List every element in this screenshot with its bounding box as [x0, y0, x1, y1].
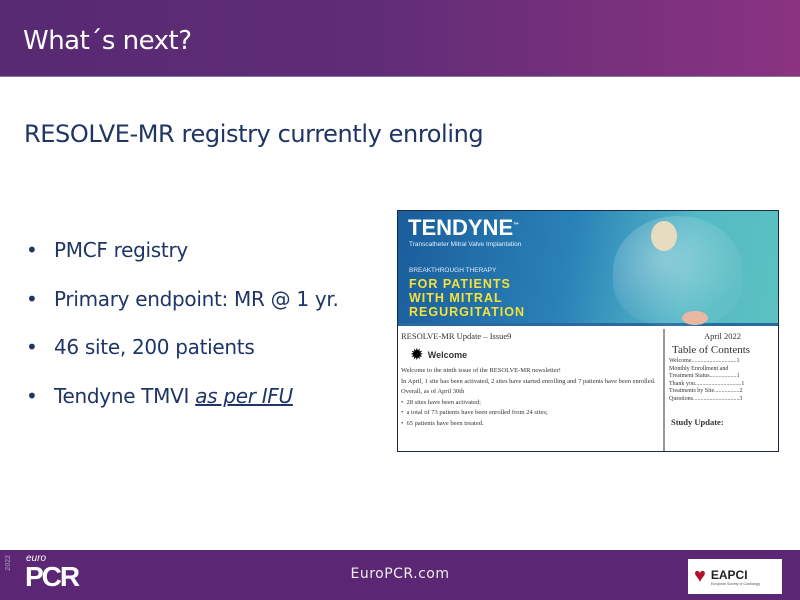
valve-illustration: [682, 311, 708, 325]
toc-item: Welcome..............................1: [669, 358, 740, 364]
slide-subtitle: RESOLVE-MR registry currently enroling: [24, 120, 484, 148]
slide-title: What´s next?: [23, 26, 192, 56]
valve-illustration: [613, 216, 743, 326]
slide-footer: 2022 euro PCR EuroPCR.com ♥ EAPCI Europea…: [0, 550, 800, 600]
list-item: • a total of 73 patients have been enrol…: [401, 409, 548, 416]
toc-title: Table of Contents: [672, 344, 751, 356]
website-link[interactable]: EuroPCR.com: [350, 566, 450, 582]
brand-subtitle: Transcatheter Mitral Valve Implantation: [409, 241, 522, 248]
eapci-logo: ♥ EAPCI European Society of Cardiology: [688, 559, 782, 594]
paragraph: Welcome to the ninth issue of the RESOLV…: [401, 367, 561, 374]
bullet-text: PMCF registry: [54, 238, 188, 262]
welcome-heading: ✹ Welcome: [411, 346, 468, 362]
newsletter-body: RESOLVE-MR Update – Issue9 ✹ Welcome Welc…: [398, 329, 662, 451]
bullet-item: • PMCF registry: [26, 238, 339, 287]
paragraph: Overall, as of April 30th: [401, 388, 465, 395]
bullet-item: • Tendyne TMVI as per IFU: [26, 384, 339, 433]
paragraph: In April, 1 site has been activated, 2 s…: [401, 377, 656, 385]
bullet-list: • PMCF registry • Primary endpoint: MR @ 1…: [26, 238, 339, 432]
list-item: • 28 sites have been activated;: [401, 398, 481, 406]
newsletter-banner: TENDYNE™ Transcatheter Mitral Valve Impl…: [398, 211, 778, 326]
list-item: • 65 patients have been treated.: [401, 419, 484, 427]
ifu-link[interactable]: as per IFU: [195, 383, 293, 408]
newsletter-sidebar: April 2022 Table of Contents Welcome....…: [663, 329, 778, 451]
toc-item: Treatments by Site.................2: [669, 388, 743, 394]
banner-tag: BREAKTHROUGH THERAPY: [409, 267, 497, 274]
banner-headline: FOR PATIENTS WITH MITRAL REGURGITATION: [409, 277, 526, 319]
toc-item: Monthly Enrollment and: [669, 365, 729, 372]
issue-date: April 2022: [703, 331, 742, 341]
europcr-logo: PCR: [25, 561, 80, 592]
issue-title: RESOLVE-MR Update – Issue9: [401, 331, 512, 341]
bullet-text: Primary endpoint: MR @ 1 yr.: [54, 286, 339, 311]
toc-item: Treatment Status..................1: [669, 373, 740, 379]
newsletter-image: TENDYNE™ Transcatheter Mitral Valve Impl…: [397, 210, 779, 452]
heart-icon: ♥: [694, 565, 706, 587]
toc-item: Questions...............................…: [669, 395, 743, 402]
valve-illustration: [651, 221, 677, 251]
sun-icon: ✹: [411, 346, 423, 362]
bullet-item: • 46 site, 200 patients: [26, 335, 339, 384]
toc-item: Thank you...............................…: [669, 380, 745, 387]
bullet-text: 46 site, 200 patients: [54, 335, 255, 359]
study-update-heading: Study Update:: [671, 417, 724, 427]
bullet-item: • Primary endpoint: MR @ 1 yr.: [26, 287, 339, 336]
europcr-logo: euro: [26, 553, 47, 564]
tendyne-logo: TENDYNE™: [408, 215, 520, 240]
slide-header: What´s next?: [0, 0, 800, 77]
bullet-text: Tendyne TMVI: [54, 383, 196, 408]
